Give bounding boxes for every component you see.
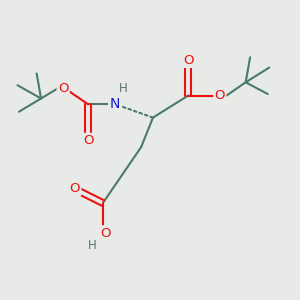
Text: H: H [118, 82, 127, 95]
Text: H: H [88, 239, 97, 252]
Text: O: O [83, 134, 93, 147]
Text: O: O [183, 54, 194, 67]
Text: N: N [110, 98, 120, 111]
Text: O: O [214, 89, 225, 102]
Text: O: O [58, 82, 68, 95]
Text: O: O [70, 182, 80, 195]
Text: O: O [100, 226, 111, 239]
